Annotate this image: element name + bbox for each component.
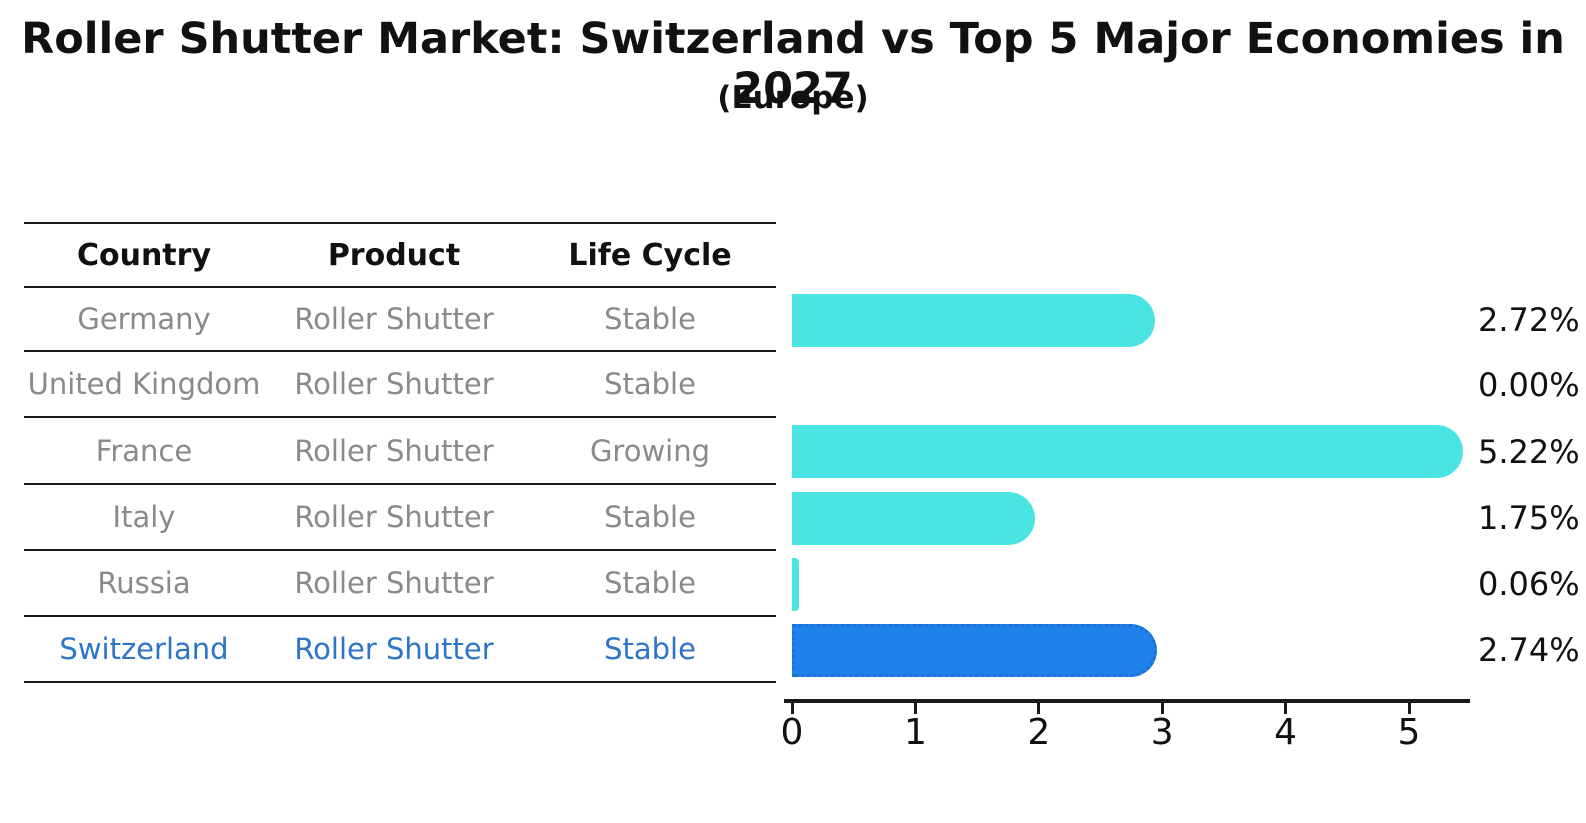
table-cell-life-cycle: Stable (604, 632, 696, 666)
x-tick-label: 1 (903, 712, 927, 753)
value-label: 1.75% (1478, 499, 1580, 537)
x-tick (1160, 703, 1164, 714)
table-cell-product: Roller Shutter (294, 632, 494, 666)
x-tick-label: 2 (1027, 712, 1051, 753)
value-label: 5.22% (1478, 432, 1580, 471)
table-cell-product: Roller Shutter (294, 367, 494, 401)
x-tick (1037, 703, 1041, 714)
x-tick (1284, 703, 1288, 714)
header-cell-country: Country (76, 237, 212, 273)
bar-highlighted (792, 623, 1158, 677)
value-label: 0.00% (1478, 366, 1580, 404)
table-cell-product: Roller Shutter (294, 566, 494, 600)
value-label: 0.06% (1478, 565, 1580, 603)
x-axis (784, 699, 1470, 703)
table-cell-country: Switzerland (59, 632, 229, 666)
table-cell-country: United Kingdom (27, 367, 261, 401)
table-cell-country: Germany (77, 302, 211, 336)
table-cell-life-cycle: Stable (604, 566, 696, 600)
table-row: Italy Roller Shutter Stable (24, 485, 776, 551)
value-label: 2.74% (1478, 631, 1580, 669)
table-cell-country: Russia (97, 566, 191, 600)
page-subtitle: (Europe) (717, 80, 869, 116)
x-tick (790, 703, 794, 714)
header-cell-product: Product (327, 237, 461, 273)
table-row: United Kingdom Roller Shutter Stable (24, 352, 776, 418)
table-row: Germany Roller Shutter Stable (24, 288, 776, 352)
x-tick (1407, 703, 1411, 714)
bar (792, 557, 800, 611)
table-cell-product: Roller Shutter (294, 302, 494, 336)
table-row: France Roller Shutter Growing (24, 418, 776, 485)
value-label: 2.72% (1478, 301, 1580, 339)
table-row: Russia Roller Shutter Stable (24, 551, 776, 617)
table-header-row: Country Product Life Cycle (24, 222, 776, 288)
table-cell-life-cycle: Stable (604, 302, 696, 336)
x-tick-label: 5 (1397, 712, 1421, 753)
x-tick (913, 703, 917, 714)
x-tick-label: 3 (1150, 712, 1174, 753)
x-tick-label: 4 (1274, 712, 1298, 753)
table-cell-product: Roller Shutter (294, 500, 494, 534)
page-title: Roller Shutter Market: Switzerland vs To… (21, 14, 1565, 114)
table-cell-life-cycle: Growing (589, 433, 711, 468)
bar (792, 491, 1035, 545)
table-row: Switzerland Roller Shutter Stable (24, 617, 776, 683)
bar (792, 293, 1155, 347)
table-cell-product: Roller Shutter (294, 433, 494, 468)
table-cell-country: Italy (112, 500, 176, 534)
x-tick-label: 0 (780, 712, 804, 753)
table-cell-country: France (95, 433, 193, 468)
bar (792, 425, 1464, 478)
header-cell-life-cycle: Life Cycle (568, 237, 732, 273)
table-cell-life-cycle: Stable (604, 500, 696, 534)
table-cell-life-cycle: Stable (604, 367, 696, 401)
